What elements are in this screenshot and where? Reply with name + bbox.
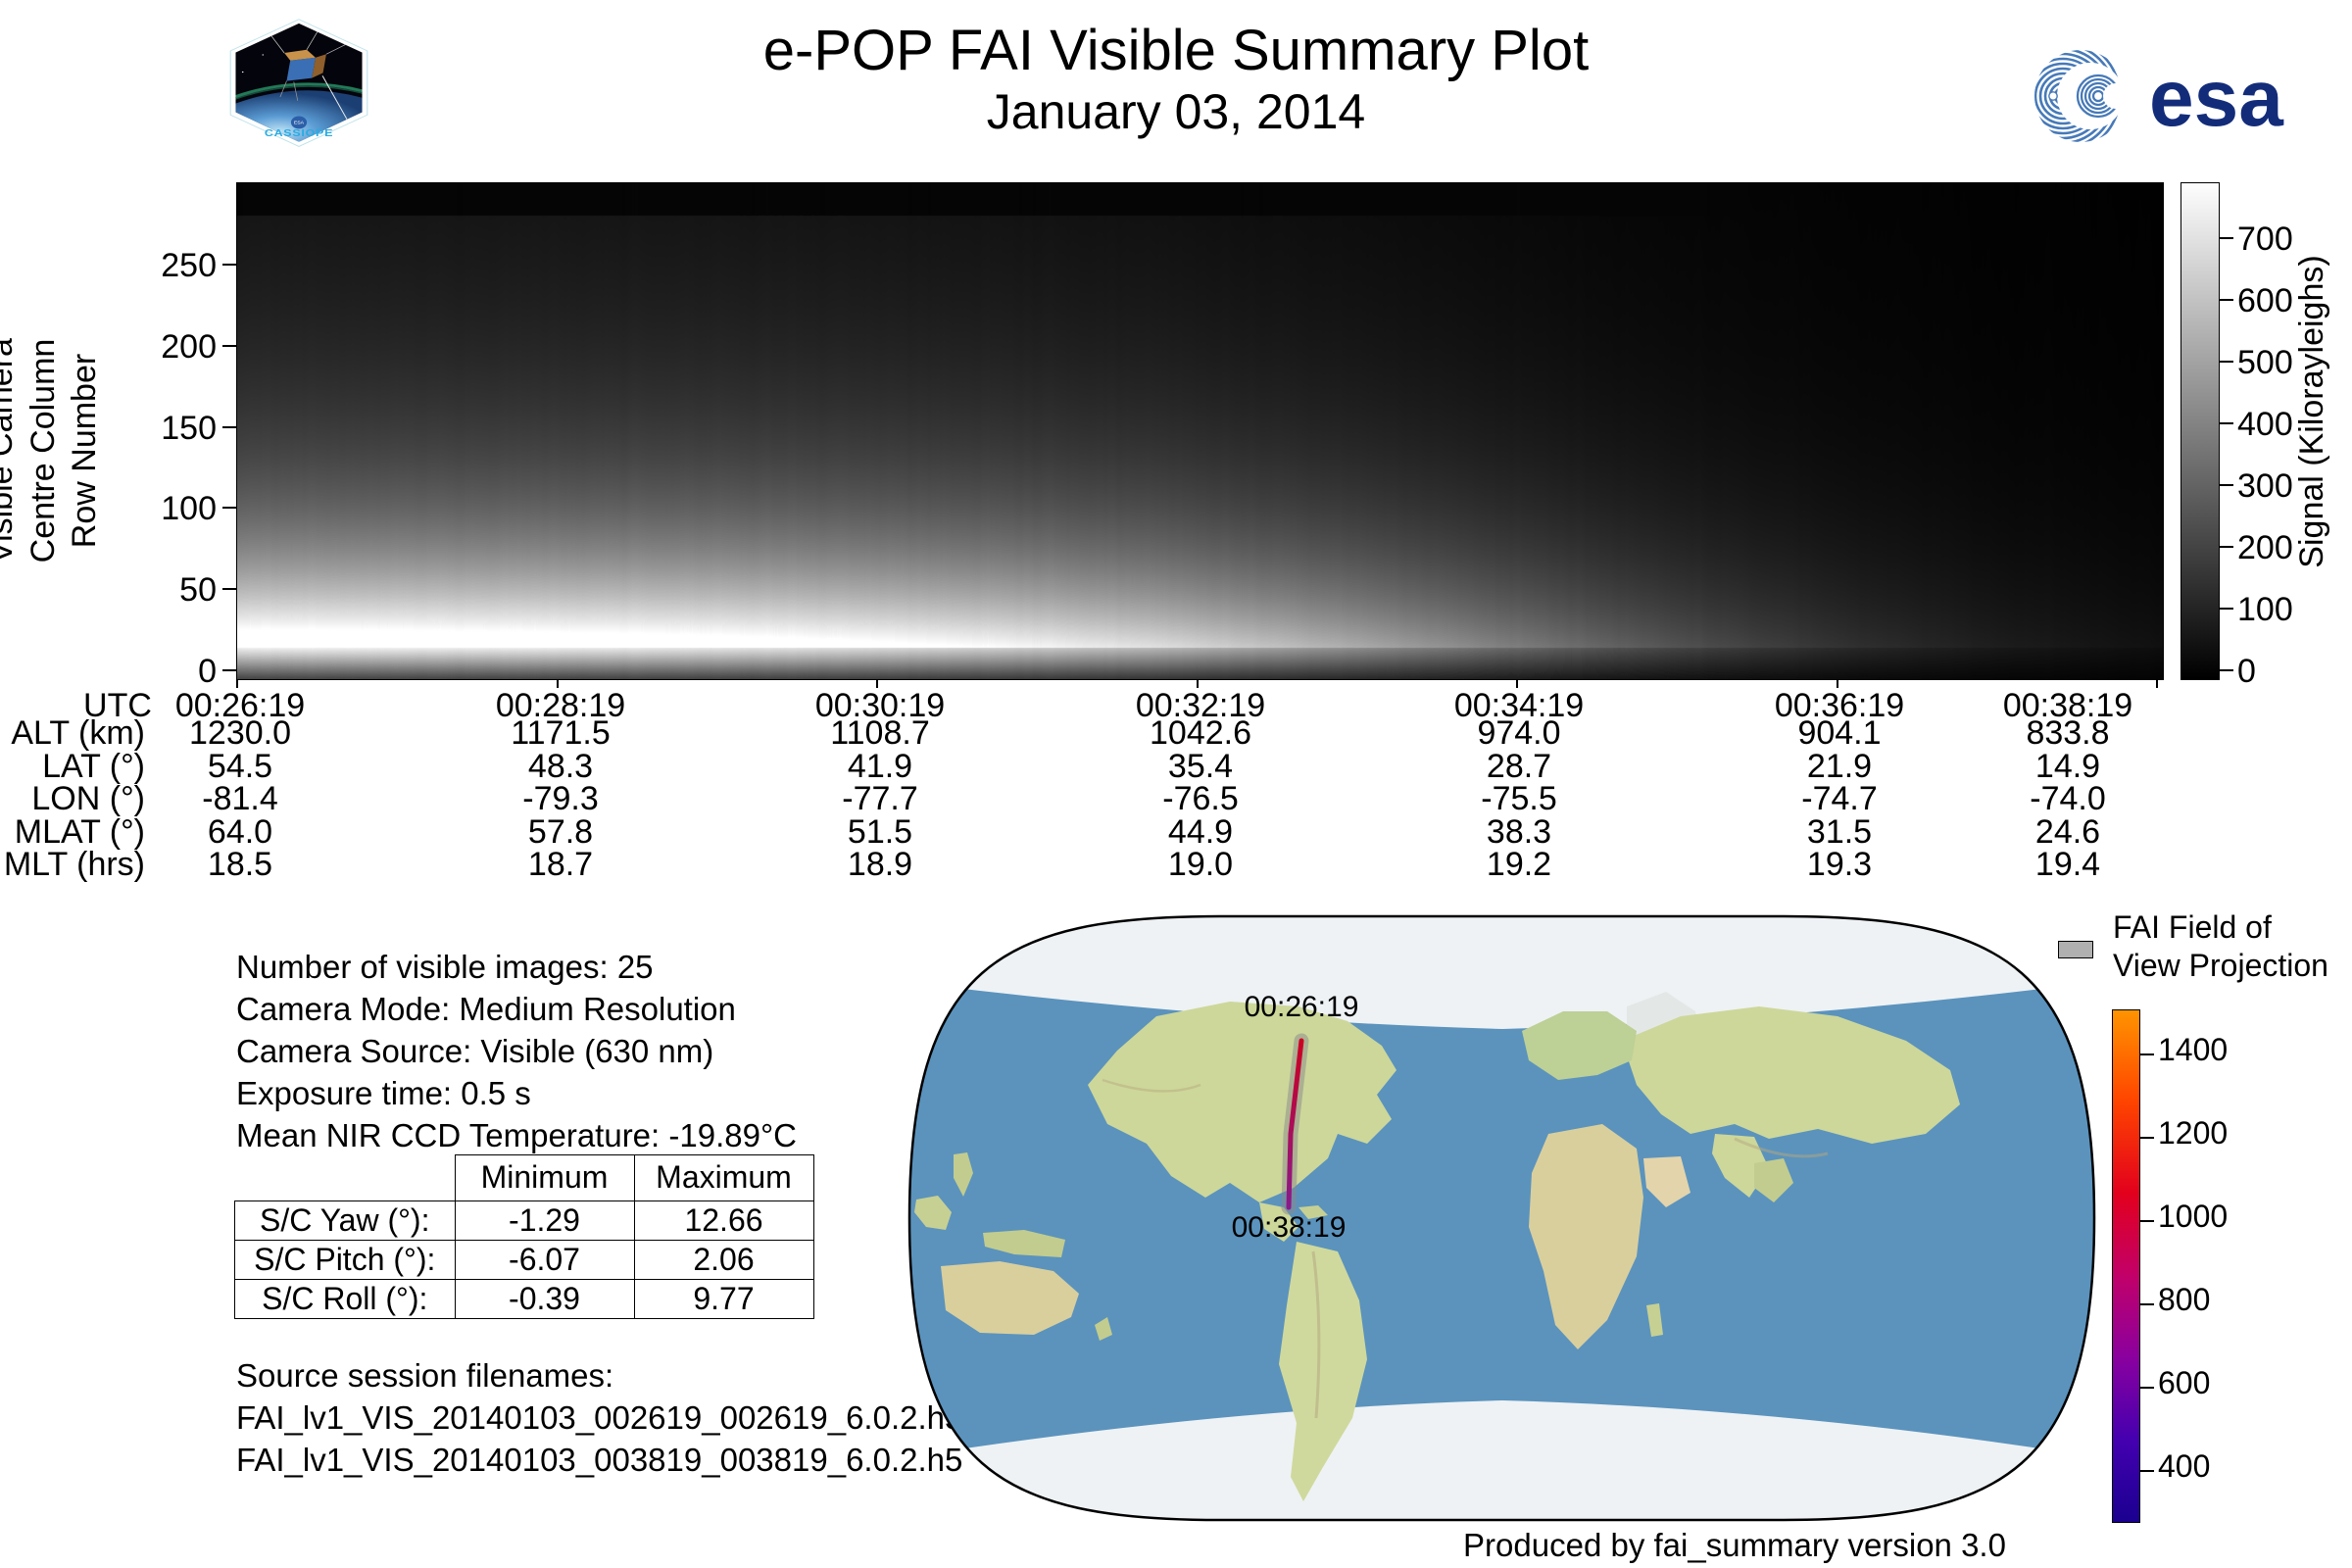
svg-text:CASSIOPE: CASSIOPE — [265, 128, 333, 139]
svg-text:00:26:19: 00:26:19 — [1245, 991, 1359, 1023]
svg-text:esa: esa — [2149, 54, 2284, 143]
svg-text:00:38:19: 00:38:19 — [1232, 1211, 1347, 1244]
svg-text:ESA: ESA — [294, 121, 305, 124]
